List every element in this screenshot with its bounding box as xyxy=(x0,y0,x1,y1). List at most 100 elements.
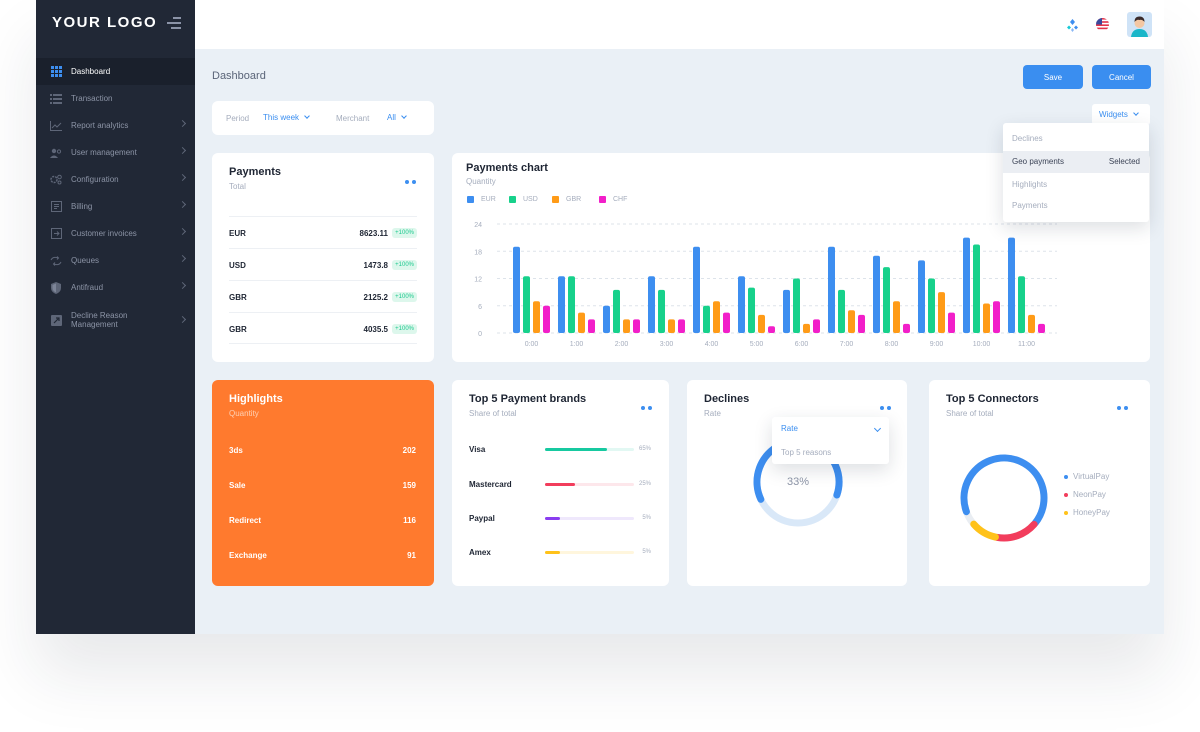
change-badge: +100% xyxy=(392,260,417,270)
bar-gbr xyxy=(533,301,540,333)
more-dots-icon[interactable] xyxy=(405,180,417,184)
chevron-right-icon xyxy=(178,254,187,263)
chevron-down-icon[interactable] xyxy=(873,424,882,433)
option-label: Geo payments xyxy=(1012,157,1065,166)
bar-chf xyxy=(903,323,910,333)
card-title: Top 5 Connectors xyxy=(946,393,1039,405)
x-tick-label: 9:00 xyxy=(930,341,944,348)
widgets-option-highlights[interactable]: Highlights xyxy=(1012,180,1048,189)
brand-name: Visa xyxy=(469,445,486,454)
share-bar-fill xyxy=(545,483,576,486)
sidebar-item-label: Queues xyxy=(71,256,100,265)
sidebar-item-customer-invoices[interactable]: Customer invoices xyxy=(36,220,195,247)
sidebar-item-label: User management xyxy=(71,148,137,157)
bar-chf xyxy=(723,312,730,333)
bar-usd xyxy=(883,267,890,333)
bar-eur xyxy=(558,276,565,333)
widgets-button[interactable]: Widgets xyxy=(1092,104,1150,125)
more-dots-icon[interactable] xyxy=(880,406,892,410)
cancel-button[interactable]: Cancel xyxy=(1092,65,1151,89)
sidebar-item-configuration[interactable]: Configuration xyxy=(36,166,195,193)
card-subtitle: Quantity xyxy=(466,177,496,186)
highlight-value: 116 xyxy=(403,516,416,525)
chevron-right-icon xyxy=(178,281,187,290)
sidebar-item-decline-reason-management[interactable]: Decline Reason Management xyxy=(36,301,195,339)
sidebar-item-transaction[interactable]: Transaction xyxy=(36,85,195,112)
period-select[interactable]: This week xyxy=(263,113,310,122)
amount: 2125.2 xyxy=(363,293,388,302)
sidebar-item-label: Dashboard xyxy=(71,67,111,76)
sidebar-item-queues[interactable]: Queues xyxy=(36,247,195,274)
legend-swatch xyxy=(552,196,559,203)
list-item: Amex 5% xyxy=(469,547,651,559)
payments-bar-chart: 0 6 12 18 24 0:00 1:00 2:00 3:00 4:00 5:00 6:00 7:00… xyxy=(474,222,1057,348)
bar-chf xyxy=(813,319,820,333)
sidebar-item-label: Customer invoices xyxy=(71,229,137,238)
decline-icon xyxy=(50,314,62,326)
brand-name: Amex xyxy=(469,548,491,557)
legend-label: EUR xyxy=(481,196,496,203)
legend-label: VirtualPay xyxy=(1073,472,1110,481)
share-bar-fill xyxy=(545,517,561,520)
connectors-card: Top 5 Connectors Share of total VirtualP… xyxy=(929,380,1150,586)
merchant-select[interactable]: All xyxy=(387,113,407,122)
x-tick-label: 0:00 xyxy=(525,341,539,348)
more-dots-icon[interactable] xyxy=(1117,406,1129,410)
legend-item-gbr: GBR xyxy=(552,196,581,203)
bar-chf xyxy=(948,312,955,333)
sidebar-item-antifraud[interactable]: Antifraud xyxy=(36,274,195,301)
card-title: Top 5 Payment brands xyxy=(469,393,587,405)
user-avatar[interactable] xyxy=(1127,12,1152,37)
x-tick-label: 4:00 xyxy=(705,341,719,348)
sidebar: YOUR LOGO Dashboard Transaction xyxy=(36,0,195,634)
widgets-option-payments[interactable]: Payments xyxy=(1012,201,1048,210)
merchant-value: All xyxy=(387,113,396,122)
sidebar-item-user-management[interactable]: User management xyxy=(36,139,195,166)
bar-usd xyxy=(748,287,755,333)
bar-gbr xyxy=(668,319,675,333)
bar-usd xyxy=(838,289,845,333)
share-percent: 65% xyxy=(638,446,651,452)
bar-chf xyxy=(543,305,550,333)
bar-usd xyxy=(658,289,665,333)
dropdown-option[interactable]: Top 5 reasons xyxy=(781,448,832,457)
x-tick-label: 11:00 xyxy=(1018,341,1035,348)
currency: EUR xyxy=(229,229,246,238)
bar-eur xyxy=(783,289,790,333)
sidebar-item-label: Decline Reason Management xyxy=(71,311,128,329)
table-row: USD 1473.8 +100% xyxy=(229,248,417,280)
bar-usd xyxy=(928,278,935,333)
more-dots-icon[interactable] xyxy=(641,406,653,410)
bar-chf xyxy=(1038,323,1045,333)
legend-item-chf: CHF xyxy=(599,196,627,203)
menu-toggle-icon[interactable] xyxy=(167,17,181,29)
save-button[interactable]: Save xyxy=(1023,65,1083,89)
legend-item-neonpay: NeonPay xyxy=(1064,490,1106,499)
widgets-option-geo-payments[interactable]: Geo payments Selected xyxy=(1003,151,1149,173)
bar-usd xyxy=(793,278,800,333)
amount: 4035.5 xyxy=(363,325,388,334)
top-bar xyxy=(195,0,1164,49)
widgets-option-declines[interactable]: Declines xyxy=(1012,134,1043,143)
apps-icon[interactable] xyxy=(1067,19,1078,37)
bar-chf xyxy=(678,319,685,333)
bar-gbr xyxy=(893,301,900,333)
us-flag-icon[interactable] xyxy=(1096,18,1109,36)
bar-gbr xyxy=(983,303,990,333)
declines-card: Declines Rate 33% Rate Top 5 reasons xyxy=(687,380,907,586)
share-bar-fill xyxy=(545,551,561,554)
legend-dot xyxy=(1064,474,1068,479)
sidebar-item-report-analytics[interactable]: Report analytics xyxy=(36,112,195,139)
sidebar-item-billing[interactable]: Billing xyxy=(36,193,195,220)
table-row: EUR 8623.11 +100% xyxy=(229,216,417,248)
list-item: 3ds 202 xyxy=(229,446,416,455)
dropdown-selected[interactable]: Rate xyxy=(781,424,798,433)
bar-gbr xyxy=(938,292,945,333)
logo: YOUR LOGO xyxy=(52,14,158,31)
legend-label: GBR xyxy=(566,196,582,203)
app-window: YOUR LOGO Dashboard Transaction xyxy=(36,0,1164,634)
donut-slice-honeypay xyxy=(960,454,1048,542)
bar-eur xyxy=(738,276,745,333)
legend-swatch xyxy=(509,196,516,203)
sidebar-item-dashboard[interactable]: Dashboard xyxy=(36,58,195,85)
